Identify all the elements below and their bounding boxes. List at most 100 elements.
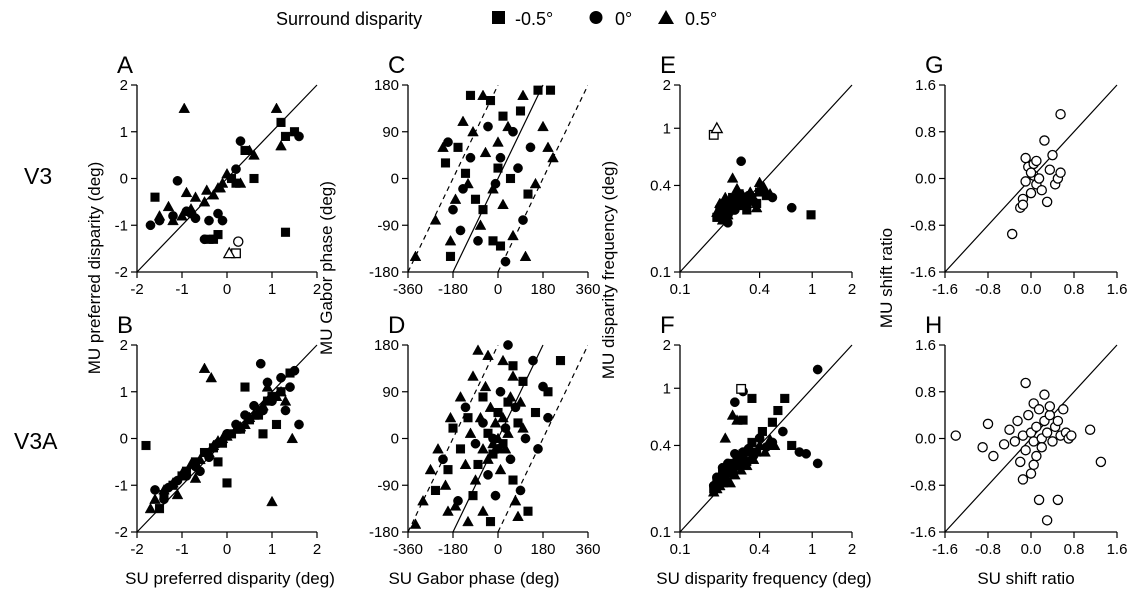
- data-point-triangle: [167, 477, 179, 488]
- data-point-triangle: [482, 349, 494, 360]
- data-point-square: [240, 382, 250, 392]
- data-point-circle: [495, 386, 506, 397]
- data-point-triangle: [499, 442, 512, 454]
- data-point-triangle: [487, 182, 499, 194]
- x-tick-label: 0.8: [1064, 281, 1085, 298]
- data-point-triangle: [744, 186, 757, 197]
- data-point-circle: [483, 121, 493, 132]
- data-point-circle: [778, 426, 788, 437]
- data-point-triangle: [243, 144, 256, 155]
- data-point-triangle: [719, 432, 732, 443]
- x-tick-label: -2: [130, 541, 143, 558]
- data-point-triangle: [153, 210, 166, 221]
- data-point-circle: [294, 419, 304, 430]
- y-tick-label: 0.8: [915, 384, 936, 401]
- unity-line: [679, 84, 853, 273]
- data-point-circle: [1039, 135, 1050, 146]
- data-point-triangle: [492, 136, 504, 147]
- data-point-circle: [204, 215, 214, 226]
- data-point-triangle: [467, 370, 479, 381]
- data-point-triangle: [275, 385, 287, 397]
- x-tick-label: 1.6: [1107, 281, 1128, 298]
- data-point-triangle: [409, 250, 422, 261]
- data-point-circle: [465, 152, 476, 163]
- data-point-circle: [460, 402, 471, 413]
- y-tick-label: -1.6: [910, 264, 936, 281]
- data-point-triangle: [449, 193, 462, 204]
- y-tick-label: 0.0: [915, 171, 936, 188]
- unity-line: [452, 84, 544, 273]
- x-tick-label: 0.0: [1021, 541, 1042, 558]
- data-point-circle: [1036, 184, 1048, 196]
- data-point-square: [213, 457, 223, 467]
- data-point-triangle: [189, 191, 202, 202]
- legend-label-zero: 0°: [615, 9, 632, 29]
- data-point-circle: [1012, 415, 1023, 427]
- offset-dashed-line: [497, 85, 588, 272]
- x-label-shift: SU shift ratio: [977, 569, 1074, 588]
- data-point-circle: [438, 454, 448, 465]
- data-point-circle: [1020, 444, 1031, 456]
- data-point-circle: [1020, 377, 1031, 389]
- data-point-triangle: [542, 141, 554, 152]
- data-point-triangle: [171, 488, 184, 500]
- data-point-triangle: [437, 141, 449, 152]
- data-point-triangle: [205, 371, 218, 383]
- data-point-square: [806, 210, 816, 220]
- y-tick-label: -0.8: [910, 217, 936, 234]
- data-point-triangle: [477, 505, 489, 516]
- y-tick-label: 0.1: [650, 264, 671, 281]
- data-point-circle: [1015, 456, 1026, 468]
- data-point-square: [448, 423, 458, 433]
- legend-title: Surround disparity: [276, 9, 422, 29]
- x-tick-label: -1.6: [932, 541, 958, 558]
- y-label-phase: MU Gabor phase (deg): [317, 181, 336, 355]
- x-tick-label: -1: [175, 281, 188, 298]
- data-point-triangle: [248, 149, 260, 160]
- data-point-triangle: [750, 201, 763, 213]
- data-point-circle: [543, 412, 553, 423]
- x-tick-label: 0.0: [1021, 281, 1042, 298]
- y-tick-label: 0.1: [650, 524, 671, 541]
- data-point-triangle: [744, 446, 757, 457]
- data-point-triangle: [444, 234, 457, 246]
- y-tick-label: 0: [391, 431, 399, 448]
- data-point-circle: [1036, 442, 1048, 453]
- x-tick-label: 1: [808, 281, 816, 298]
- data-point-triangle: [439, 479, 452, 490]
- panel-letter: H: [925, 312, 942, 339]
- data-point-circle: [172, 175, 183, 186]
- data-point-triangle: [424, 463, 437, 475]
- data-point-circle: [518, 215, 528, 225]
- data-point-triangle: [469, 474, 482, 485]
- data-point-circle: [812, 364, 823, 375]
- panel-a: A -2 -1 0 1 2 -2 -1 0 1 2: [115, 52, 322, 298]
- data-point-circle: [276, 372, 286, 383]
- data-point-circle: [448, 204, 458, 215]
- panel-h: H -1.6 -0.8 0.0 0.8 1.6 -1.6 -0.8 0.0 0.8 1.6: [910, 312, 1127, 558]
- data-point-square: [485, 96, 496, 106]
- data-point-square: [495, 241, 506, 251]
- data-point-square: [445, 251, 456, 261]
- x-tick-label: -180: [438, 541, 468, 558]
- data-point-square: [545, 85, 556, 95]
- data-point-circle: [495, 152, 506, 163]
- data-point-triangle: [753, 439, 766, 451]
- panel-letter: B: [117, 312, 133, 339]
- data-point-circle: [150, 485, 160, 495]
- x-tick-label: -1: [175, 541, 188, 558]
- data-point-square: [736, 383, 747, 394]
- data-point-triangle: [731, 182, 743, 194]
- data-point-square: [523, 189, 533, 199]
- x-tick-label: 1: [268, 541, 276, 558]
- data-point-circle: [533, 444, 543, 454]
- data-point-circle: [159, 494, 169, 505]
- data-point-circle: [1023, 409, 1034, 421]
- data-point-circle: [231, 164, 241, 174]
- offset-dashed-line: [408, 85, 499, 272]
- data-point-circle: [190, 213, 201, 224]
- x-tick-label: 360: [575, 281, 600, 298]
